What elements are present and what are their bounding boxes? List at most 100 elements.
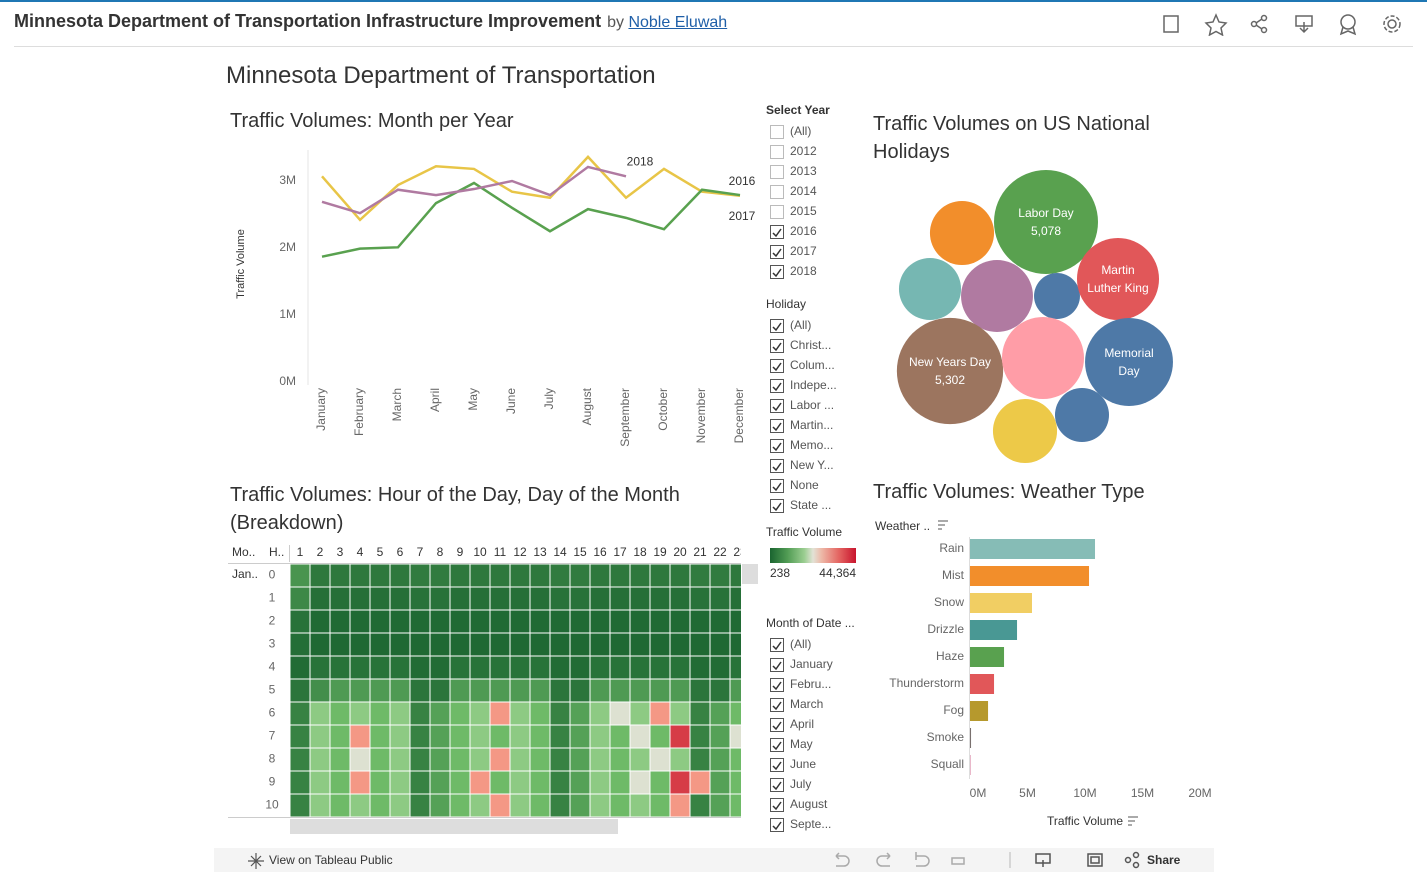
check-mark	[772, 741, 782, 751]
heat-cell	[429, 678, 451, 703]
x-tick-label: 5M	[1019, 786, 1036, 800]
heat-cell	[709, 724, 731, 749]
filter-checkbox[interactable]	[770, 658, 784, 672]
heat-cell	[329, 747, 351, 772]
view-on-public[interactable]: View on Tableau Public	[269, 853, 393, 867]
filter-checkbox[interactable]	[770, 265, 784, 279]
filter-checkbox[interactable]	[770, 778, 784, 792]
badge-icon[interactable]	[1339, 14, 1357, 36]
filter-option[interactable]: 2014	[790, 184, 817, 198]
column-label: 12	[513, 545, 527, 559]
filter-checkbox[interactable]	[770, 798, 784, 812]
heat-cell	[669, 770, 691, 795]
fullscreen-icon[interactable]	[1087, 853, 1103, 867]
undo-icon[interactable]	[835, 852, 850, 867]
filter-option[interactable]: 2017	[790, 244, 817, 258]
heat-cell	[629, 747, 651, 772]
filter-checkbox[interactable]	[770, 185, 784, 199]
heat-cell	[409, 678, 431, 703]
filter-option[interactable]: Colum...	[790, 358, 835, 372]
row-label: 8	[269, 752, 276, 766]
filter-checkbox[interactable]	[770, 499, 784, 513]
x-tick-label: February	[352, 388, 366, 436]
filter-checkbox[interactable]	[770, 678, 784, 692]
filter-option[interactable]: June	[790, 757, 817, 771]
revert-icon[interactable]	[915, 852, 930, 867]
filter-option[interactable]: (All)	[790, 318, 812, 332]
filter-checkbox[interactable]	[770, 698, 784, 712]
filter-option[interactable]: January	[790, 657, 833, 671]
filter-option[interactable]: 2018	[790, 264, 817, 278]
refresh-icon[interactable]	[951, 857, 965, 865]
filter-checkbox[interactable]	[770, 738, 784, 752]
heat-cell	[709, 563, 731, 588]
check-mark	[772, 761, 782, 771]
filter-checkbox[interactable]	[770, 225, 784, 239]
filter-option[interactable]: July	[790, 777, 812, 791]
heat-cell	[509, 678, 531, 703]
filter-checkbox[interactable]	[770, 479, 784, 493]
filter-option[interactable]: May	[790, 737, 813, 751]
filter-checkbox[interactable]	[770, 439, 784, 453]
filter-checkbox[interactable]	[770, 419, 784, 433]
filter-option[interactable]: August	[790, 797, 828, 811]
filter-checkbox[interactable]	[770, 399, 784, 413]
filter-checkbox[interactable]	[770, 459, 784, 473]
filter-option[interactable]: 2015	[790, 204, 817, 218]
filter-option[interactable]: 2013	[790, 164, 817, 178]
filter-checkbox[interactable]	[770, 758, 784, 772]
filter-option[interactable]: New Y...	[790, 458, 834, 472]
heat-cell	[349, 563, 371, 588]
filter-checkbox[interactable]	[770, 205, 784, 219]
filter-checkbox[interactable]	[770, 319, 784, 333]
filter-checkbox[interactable]	[770, 718, 784, 732]
filter-option[interactable]: April	[790, 717, 815, 731]
redo-icon[interactable]	[876, 852, 891, 867]
filter-option[interactable]: Memo...	[790, 438, 834, 452]
filter-checkbox[interactable]	[770, 339, 784, 353]
filter-option[interactable]: Christ...	[790, 338, 832, 352]
filter-checkbox[interactable]	[770, 818, 784, 832]
heat-cell	[629, 655, 651, 680]
filter-checkbox[interactable]	[770, 379, 784, 393]
heat-cell	[509, 724, 531, 749]
heat-cell	[609, 586, 631, 611]
row-label: 4	[269, 660, 276, 674]
filter-option[interactable]: Martin...	[790, 418, 834, 432]
filter-option[interactable]: (All)	[790, 124, 812, 138]
by-text: by	[607, 14, 624, 31]
filter-checkbox[interactable]	[770, 245, 784, 259]
author-link[interactable]: Noble Eluwah	[628, 14, 728, 31]
download-menu[interactable]	[1035, 853, 1051, 867]
filter-option[interactable]: 2016	[790, 224, 817, 238]
heat-cell	[629, 701, 651, 726]
download-icon[interactable]	[1295, 15, 1313, 34]
filter-option[interactable]: Septe...	[790, 817, 832, 831]
heat-cell	[409, 793, 431, 818]
column-label: 3	[337, 545, 344, 559]
filter-checkbox[interactable]	[770, 125, 784, 139]
edit-icon[interactable]	[1163, 15, 1179, 33]
filter-option[interactable]: (All)	[790, 637, 812, 651]
heat-cell	[409, 724, 431, 749]
filter-option[interactable]: Labor ...	[790, 398, 835, 412]
filter-option[interactable]: None	[790, 478, 819, 492]
filter-checkbox[interactable]	[770, 165, 784, 179]
heat-cell	[389, 563, 411, 588]
heat-cell	[449, 701, 471, 726]
filter-checkbox[interactable]	[770, 638, 784, 652]
filter-option[interactable]: 2012	[790, 144, 817, 158]
heat-cell	[469, 747, 491, 772]
filter-option[interactable]: Indepe...	[790, 378, 837, 392]
settings-icon[interactable]	[1383, 15, 1401, 33]
filter-option[interactable]: Febru...	[790, 677, 832, 691]
filter-checkbox[interactable]	[770, 359, 784, 373]
favorite-icon[interactable]	[1204, 13, 1228, 36]
filter-option[interactable]: State ...	[790, 498, 832, 512]
heat-cell	[729, 609, 741, 634]
share-icon[interactable]	[1250, 14, 1268, 34]
filter-checkbox[interactable]	[770, 145, 784, 159]
share-button[interactable]: Share	[1147, 853, 1181, 867]
filter-option[interactable]: March	[790, 697, 824, 711]
share-footer-icon[interactable]	[1124, 851, 1140, 869]
